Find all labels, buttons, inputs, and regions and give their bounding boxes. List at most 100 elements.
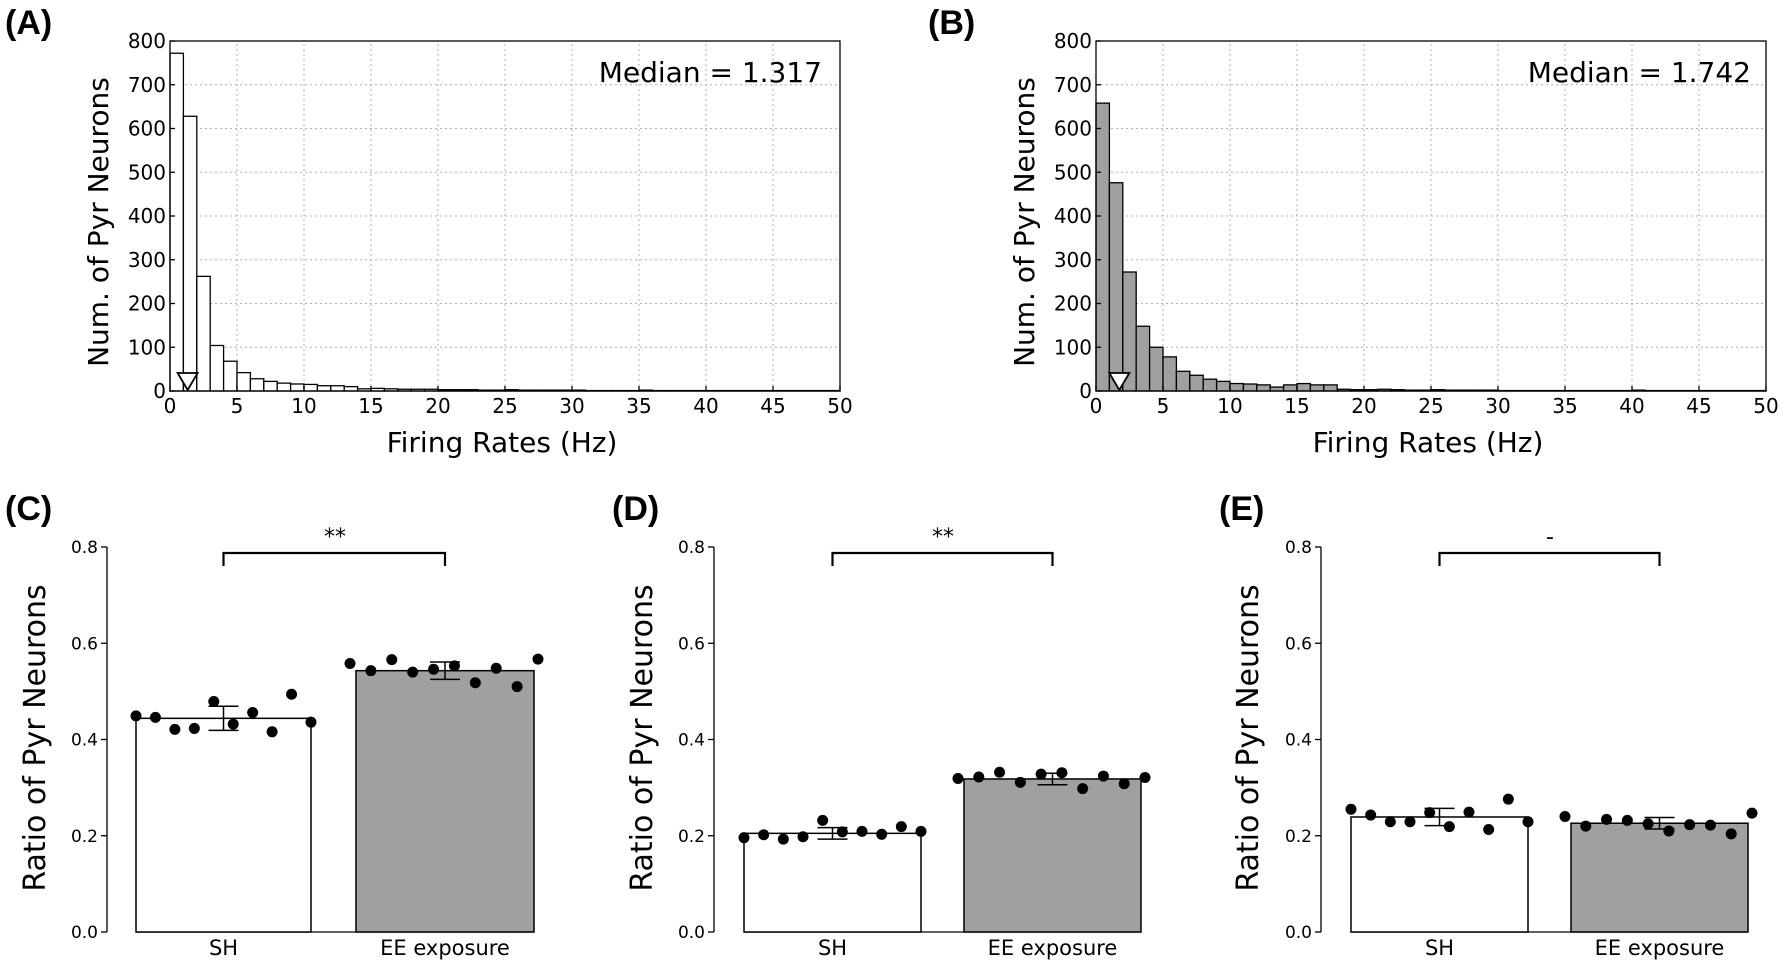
hist-bar-b-14 xyxy=(1282,384,1298,392)
data-point-e-1-0 xyxy=(1559,811,1571,822)
y-tick-label-d-0.2: 0.2 xyxy=(678,827,705,847)
x-tick-label-a-45: 45 xyxy=(760,394,785,418)
data-point-c-0-6 xyxy=(247,707,259,719)
data-point-e-0-9 xyxy=(1522,816,1534,828)
x-axis-label-b: Firing Rates (Hz) xyxy=(1313,426,1544,459)
x-tick-label-b-10: 10 xyxy=(1217,394,1242,418)
significance-bracket-e xyxy=(1438,551,1661,566)
category-label-d-0: SH xyxy=(818,936,847,960)
y-tick-label-b-0: 0 xyxy=(1079,379,1092,403)
y-tick-label-b-300: 300 xyxy=(1054,248,1092,272)
data-point-e-0-8 xyxy=(1502,793,1514,805)
y-tick-label-c-0.0: 0.0 xyxy=(71,923,98,943)
y-tick-label-d-0.0: 0.0 xyxy=(678,923,705,943)
x-tick-label-a-15: 15 xyxy=(358,394,383,418)
y-tick-label-a-100: 100 xyxy=(128,335,166,359)
y-tick-label-c-0.4: 0.4 xyxy=(71,731,98,751)
hist-bar-b-9 xyxy=(1215,380,1231,392)
data-point-c-1-7 xyxy=(490,662,502,674)
data-point-d-1-9 xyxy=(1139,772,1151,784)
data-point-d-0-0 xyxy=(738,832,750,844)
y-axis-label-c: Ratio of Pyr Neurons xyxy=(18,584,53,891)
histogram-panel-a: (A) 0 5 10 15 20 25 30 35 40 45 500100200300400500… xyxy=(5,4,853,459)
hist-bar-a-13 xyxy=(343,385,359,392)
y-axis-label-e: Ratio of Pyr Neurons xyxy=(1231,584,1266,891)
hist-bar-b-8 xyxy=(1202,378,1218,392)
x-tick-label-b-45: 45 xyxy=(1686,394,1711,418)
data-point-c-0-0 xyxy=(130,710,142,722)
y-tick-label-a-0: 0 xyxy=(153,379,166,403)
data-point-c-0-1 xyxy=(149,711,161,723)
hist-bar-a-8 xyxy=(276,382,292,392)
data-point-d-0-5 xyxy=(836,826,848,838)
data-point-e-1-8 xyxy=(1725,828,1737,840)
bar-panel-e: (E) Ratio of Pyr Neurons 0.0 0.2 0.4 0.6 0.8… xyxy=(1219,490,1758,960)
x-tick-label-a-5: 5 xyxy=(231,394,244,418)
significance-label-d: ** xyxy=(932,525,954,550)
hist-bar-b-17 xyxy=(1323,384,1338,392)
hist-bar-a-4 xyxy=(222,360,238,392)
hist-bar-a-5 xyxy=(236,371,252,392)
x-tick-label-b-5: 5 xyxy=(1157,394,1170,418)
data-point-d-0-2 xyxy=(777,833,789,845)
data-point-e-0-3 xyxy=(1404,816,1416,828)
data-point-d-0-6 xyxy=(856,825,868,837)
y-tick-label-c-0.6: 0.6 xyxy=(71,634,98,654)
data-point-c-1-2 xyxy=(386,654,398,666)
significance-label-c: ** xyxy=(324,525,346,550)
bar-e-0 xyxy=(1350,816,1529,933)
hist-bar-b-15 xyxy=(1296,382,1312,392)
data-point-d-1-4 xyxy=(1035,768,1047,780)
bar-panel-d: (D) Ratio of Pyr Neurons 0.0 0.2 0.4 0.6 0.8… xyxy=(612,490,1151,960)
y-tick-label-c-0.8: 0.8 xyxy=(71,538,98,558)
significance-bracket-d xyxy=(831,551,1054,566)
data-point-e-0-5 xyxy=(1443,821,1455,833)
y-tick-label-d-0.6: 0.6 xyxy=(678,634,705,654)
y-tick-label-a-800: 800 xyxy=(128,29,166,53)
hist-bar-a-10 xyxy=(303,383,319,392)
x-tick-label-a-30: 30 xyxy=(559,394,584,418)
data-point-c-1-0 xyxy=(344,657,356,669)
bar-d-1 xyxy=(963,778,1142,933)
data-point-e-1-1 xyxy=(1580,820,1592,832)
data-point-d-0-9 xyxy=(915,825,927,837)
y-axis-label-b: Num. of Pyr Neurons xyxy=(1008,77,1041,367)
bar-panel-c: (C) Ratio of Pyr Neurons 0.0 0.2 0.4 0.6 0.8… xyxy=(5,490,544,960)
data-point-c-0-2 xyxy=(169,723,181,735)
x-tick-label-a-10: 10 xyxy=(291,394,316,418)
x-tick-label-b-35: 35 xyxy=(1552,394,1577,418)
hist-bar-b-1 xyxy=(1108,182,1124,392)
data-point-c-0-7 xyxy=(266,726,278,738)
hist-bar-a-1 xyxy=(182,115,198,392)
category-label-c-1: EE exposure xyxy=(380,936,510,960)
hist-bar-a-7 xyxy=(263,380,278,392)
data-point-d-1-5 xyxy=(1056,767,1068,779)
median-triangle-a xyxy=(176,372,200,392)
hist-bar-a-12 xyxy=(330,385,345,392)
bar-e-1 xyxy=(1570,822,1749,933)
hist-bar-b-5 xyxy=(1162,356,1178,392)
hist-bar-a-3 xyxy=(209,344,225,392)
y-tick-label-e-0.2: 0.2 xyxy=(1285,827,1312,847)
significance-bracket-c xyxy=(222,551,447,566)
panel-label-d: (D) xyxy=(612,490,659,528)
data-point-c-0-8 xyxy=(286,688,298,700)
y-tick-label-a-400: 400 xyxy=(128,204,166,228)
y-tick-label-b-500: 500 xyxy=(1054,160,1092,184)
data-point-e-1-6 xyxy=(1684,819,1696,831)
bar-c-1 xyxy=(355,669,535,933)
data-point-e-0-0 xyxy=(1345,803,1357,815)
x-tick-label-a-0: 0 xyxy=(164,394,177,418)
x-tick-label-b-50: 50 xyxy=(1753,394,1778,418)
data-point-e-1-5 xyxy=(1663,825,1675,837)
histogram-panel-b: (B) 0 5 10 15 20 25 30 35 40 45 500100200300400500… xyxy=(928,4,1779,459)
median-annotation-a: Median = 1.317 xyxy=(599,56,822,89)
x-tick-label-b-0: 0 xyxy=(1090,394,1103,418)
data-point-e-0-4 xyxy=(1424,807,1436,819)
data-point-e-1-4 xyxy=(1642,818,1654,830)
category-label-e-0: SH xyxy=(1425,936,1454,960)
x-tick-label-a-35: 35 xyxy=(626,394,651,418)
data-point-c-0-4 xyxy=(208,695,220,707)
category-label-e-1: EE exposure xyxy=(1595,936,1725,960)
